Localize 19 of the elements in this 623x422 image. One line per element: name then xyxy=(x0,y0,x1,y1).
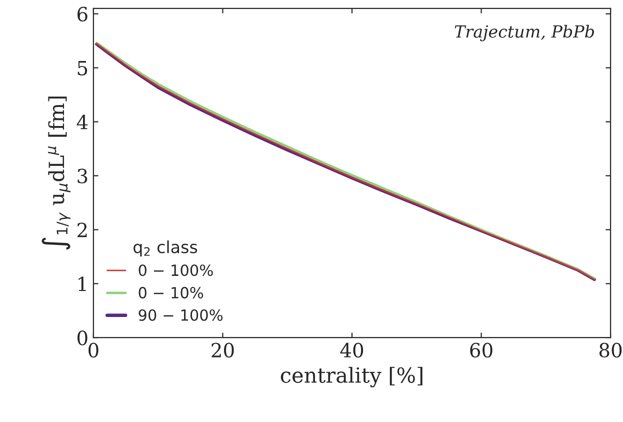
y-tick-label: 4 xyxy=(76,114,88,130)
x-tick-label: 60 xyxy=(470,342,492,358)
x-tick-label: 40 xyxy=(340,342,364,358)
x-tick-label: 0 xyxy=(88,342,98,358)
y-axis-title: ∫$_{1/γ}$ u$_{μ}$dL$^{μ}$ [fm] xyxy=(42,96,70,250)
x-tick-label: 20 xyxy=(212,342,234,358)
legend-label: 90 − 100% xyxy=(138,309,223,321)
y-tick-label: 5 xyxy=(78,61,88,76)
y-tick-label: 2 xyxy=(78,222,87,238)
legend-label: 0 − 10% xyxy=(138,286,204,298)
y-tick-label: 3 xyxy=(78,168,88,184)
y-tick-label: 1 xyxy=(78,276,86,292)
x-tick-label: 80 xyxy=(599,342,622,358)
y-tick-label: 0 xyxy=(78,330,88,346)
legend-label: 0 − 100% xyxy=(138,264,213,276)
legend-title: q$_{2}$ class xyxy=(134,240,198,257)
annotation: Trajectum, PbPb xyxy=(454,24,594,42)
y-tick-label: 6 xyxy=(78,6,88,22)
x-axis-title: centrality [%] xyxy=(280,366,422,388)
